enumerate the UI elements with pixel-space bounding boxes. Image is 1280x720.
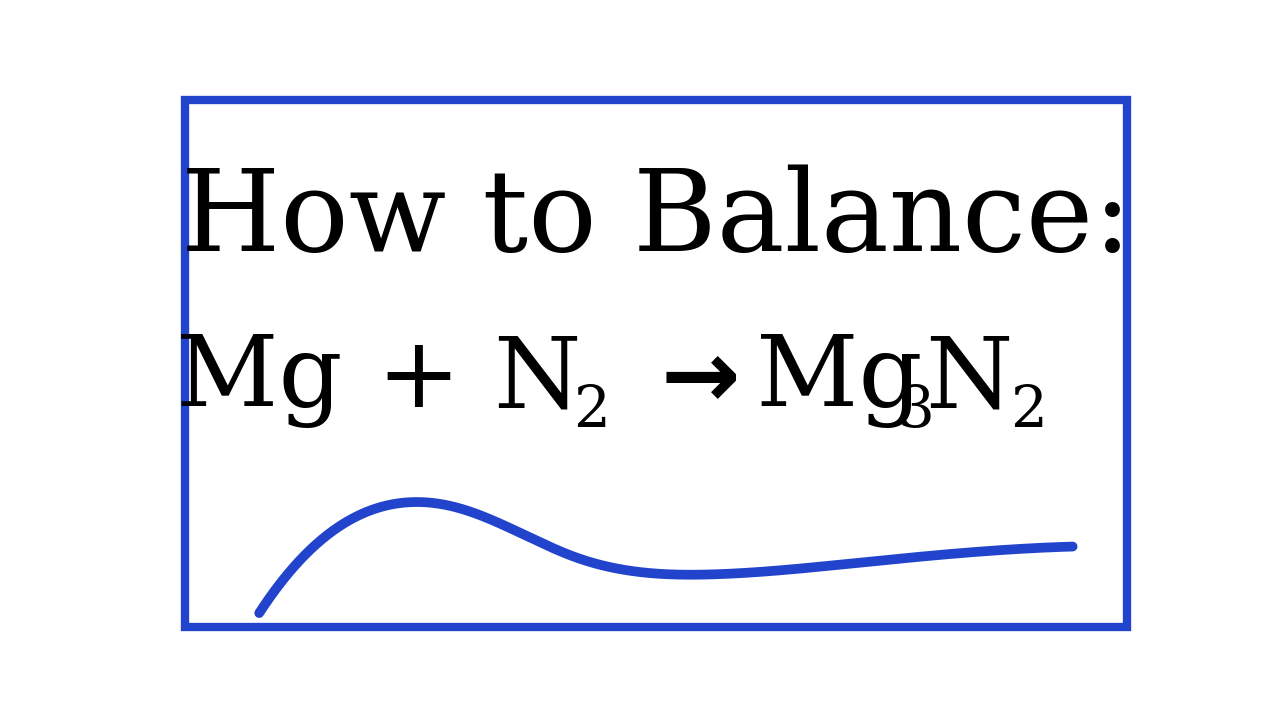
Text: How to Balance:: How to Balance: [180, 164, 1132, 275]
Text: 2: 2 [1010, 383, 1047, 438]
FancyBboxPatch shape [184, 100, 1128, 627]
Text: 2: 2 [573, 383, 611, 438]
Text: N: N [924, 333, 1012, 428]
Text: +: + [376, 333, 460, 428]
Text: 3: 3 [897, 383, 934, 438]
Text: →: → [660, 334, 740, 426]
Text: N: N [493, 333, 581, 428]
Text: Mg: Mg [175, 333, 343, 428]
Text: Mg: Mg [756, 333, 923, 428]
